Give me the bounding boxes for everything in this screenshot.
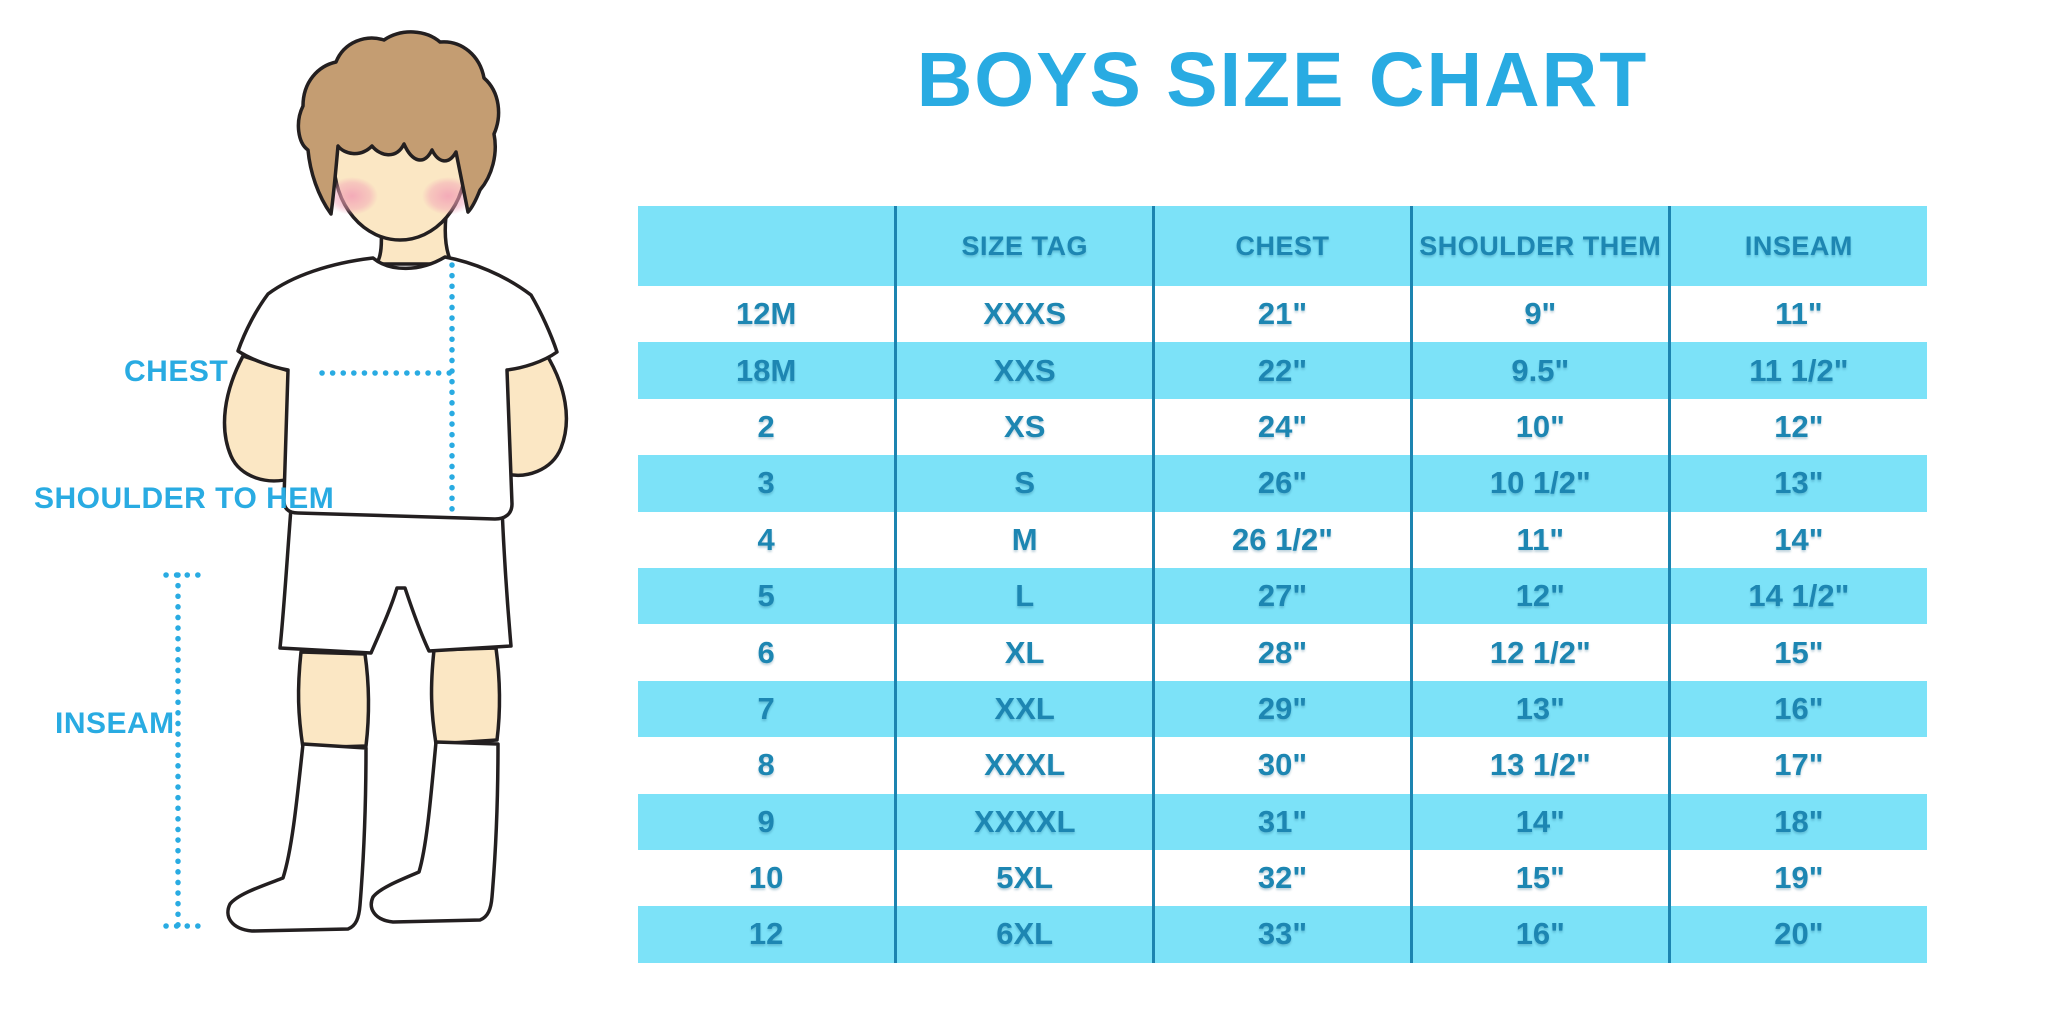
cell-chest: 33"	[1152, 906, 1412, 963]
boy-neck	[374, 214, 454, 266]
boy-left-leg	[296, 650, 371, 750]
boy-tshirt	[236, 255, 559, 521]
cell-shoulder: 16"	[1409, 906, 1670, 963]
cell-size-tag: 6XL	[894, 906, 1154, 963]
cell-shoulder: 14"	[1409, 793, 1670, 850]
cell-size-tag: XXS	[894, 342, 1154, 399]
cell-age: 18M	[638, 342, 896, 399]
page-title: BOYS SIZE CHART	[916, 37, 1649, 123]
cell-shoulder: 10 1/2"	[1409, 455, 1670, 512]
boy-left-blush	[326, 177, 378, 215]
cell-inseam: 19"	[1667, 849, 1927, 907]
cell-age: 8	[757, 747, 775, 783]
header-inseam: INSEAM	[1667, 206, 1927, 286]
cell-age: 6	[757, 634, 775, 670]
cell-size-tag: L	[894, 567, 1154, 625]
cell-inseam: 11"	[1667, 286, 1927, 343]
table-row: 2 XS 24" 10" 12"	[638, 398, 1927, 456]
cell-age: 4	[757, 521, 775, 557]
header-age	[638, 206, 896, 286]
cell-shoulder: 11"	[1409, 511, 1670, 568]
boy-right-arm	[491, 350, 569, 477]
cell-inseam: 18"	[1667, 793, 1927, 850]
size-table-header: SIZE TAG CHEST SHOULDER THEM INSEAM	[638, 206, 1927, 286]
cell-inseam: 20"	[1667, 906, 1927, 963]
cell-chest: 30"	[1152, 737, 1412, 794]
table-row: 9 XXXXL 31" 14" 18"	[638, 793, 1927, 850]
cell-size-tag: S	[894, 455, 1154, 512]
cell-chest: 31"	[1152, 793, 1412, 850]
table-row: 12 6XL 33" 16" 20"	[638, 906, 1927, 963]
cell-shoulder: 13"	[1409, 680, 1670, 738]
cell-size-tag: XXL	[894, 680, 1154, 738]
boy-right-sock	[369, 740, 500, 924]
table-row: 10 5XL 32" 15" 19"	[638, 849, 1927, 907]
cell-age: 7	[638, 680, 896, 738]
cell-chest: 22"	[1152, 342, 1412, 399]
cell-chest: 21"	[1152, 286, 1412, 343]
cell-shoulder: 12"	[1409, 567, 1670, 625]
boy-shorts	[278, 506, 513, 655]
cell-age: 9	[638, 793, 896, 850]
boy-right-leg	[429, 646, 502, 746]
cell-size-tag: XL	[894, 624, 1154, 681]
cell-size-tag: M	[894, 511, 1154, 568]
table-row: 12M XXXS 21" 9" 11"	[638, 286, 1927, 343]
cell-age: 2	[757, 408, 775, 444]
cell-age: 10	[748, 860, 784, 896]
cell-inseam: 12"	[1667, 398, 1927, 456]
cell-chest: 24"	[1152, 398, 1412, 456]
cell-chest: 29"	[1152, 680, 1412, 738]
cell-shoulder: 15"	[1409, 849, 1670, 907]
cell-shoulder: 9"	[1409, 286, 1670, 343]
cell-inseam: 14 1/2"	[1667, 567, 1927, 625]
cell-inseam: 13"	[1667, 455, 1927, 512]
chest-label: CHEST	[124, 355, 229, 388]
cell-size-tag: XS	[894, 398, 1154, 456]
table-row: 5 L 27" 12" 14 1/2"	[638, 567, 1927, 625]
boys-size-table: SIZE TAG CHEST SHOULDER THEM INSEAM 12M …	[638, 206, 1927, 963]
header-shoulder: SHOULDER THEM	[1409, 206, 1670, 286]
cell-age: 12M	[735, 296, 797, 332]
cell-inseam: 14"	[1667, 511, 1927, 568]
cell-size-tag: XXXXL	[894, 793, 1154, 850]
boy-hair	[296, 30, 501, 216]
header-chest: CHEST	[1152, 206, 1412, 286]
cell-shoulder: 9.5"	[1409, 342, 1670, 399]
header-size-tag: SIZE TAG	[894, 206, 1154, 286]
cell-shoulder: 10"	[1409, 398, 1670, 456]
cell-age: 12	[638, 906, 896, 963]
cell-size-tag: XXXL	[894, 737, 1154, 794]
table-row: 18M XXS 22" 9.5" 11 1/2"	[638, 342, 1927, 399]
cell-shoulder: 13 1/2"	[1409, 737, 1670, 794]
table-row: 8 XXXL 30" 13 1/2" 17"	[638, 737, 1927, 794]
table-row: 6 XL 28" 12 1/2" 15"	[638, 624, 1927, 681]
cell-age: 5	[638, 567, 896, 625]
cell-chest: 32"	[1152, 849, 1412, 907]
cell-size-tag: XXXS	[894, 286, 1154, 343]
cell-chest: 26 1/2"	[1152, 511, 1412, 568]
boy-left-sock	[226, 742, 368, 933]
cell-size-tag: 5XL	[894, 849, 1154, 907]
table-row: 4 M 26 1/2" 11" 14"	[638, 511, 1927, 568]
boy-right-blush	[422, 177, 474, 215]
cell-chest: 28"	[1152, 624, 1412, 681]
header-row: SIZE TAG CHEST SHOULDER THEM INSEAM	[638, 206, 1927, 286]
table-row: 7 XXL 29" 13" 16"	[638, 680, 1927, 738]
cell-inseam: 15"	[1667, 624, 1927, 681]
table-row: 3 S 26" 10 1/2" 13"	[638, 455, 1927, 512]
shoulder-to-hem-label: SHOULDER TO HEM	[34, 482, 335, 515]
boy-left-arm	[222, 354, 303, 483]
cell-inseam: 11 1/2"	[1667, 342, 1927, 399]
cell-chest: 27"	[1152, 567, 1412, 625]
cell-chest: 26"	[1152, 455, 1412, 512]
size-table-body: 12M XXXS 21" 9" 11" 18M XXS 22" 9.5" 11 …	[638, 286, 1927, 963]
cell-age: 3	[638, 455, 896, 512]
cell-inseam: 17"	[1667, 737, 1927, 794]
cell-shoulder: 12 1/2"	[1409, 624, 1670, 681]
boy-face	[332, 82, 468, 242]
inseam-label: INSEAM	[55, 707, 175, 740]
cell-inseam: 16"	[1667, 680, 1927, 738]
